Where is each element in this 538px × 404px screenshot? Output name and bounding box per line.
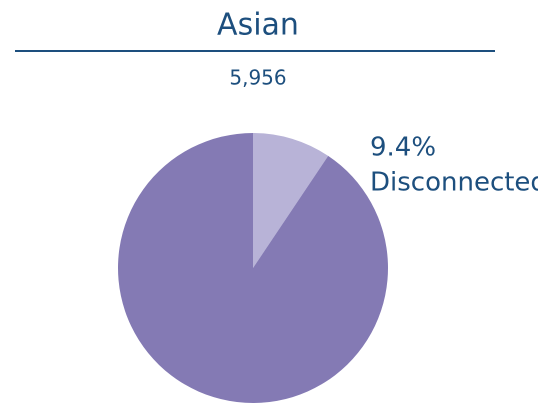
chart-subtitle: 5,956 — [229, 66, 286, 90]
slice-value-label: 9.4% — [370, 133, 436, 163]
pie-slice — [253, 133, 329, 268]
pie-slice — [117, 133, 388, 404]
slice-category-label: Disconnected — [370, 168, 538, 198]
chart-title: Asian — [217, 8, 299, 43]
